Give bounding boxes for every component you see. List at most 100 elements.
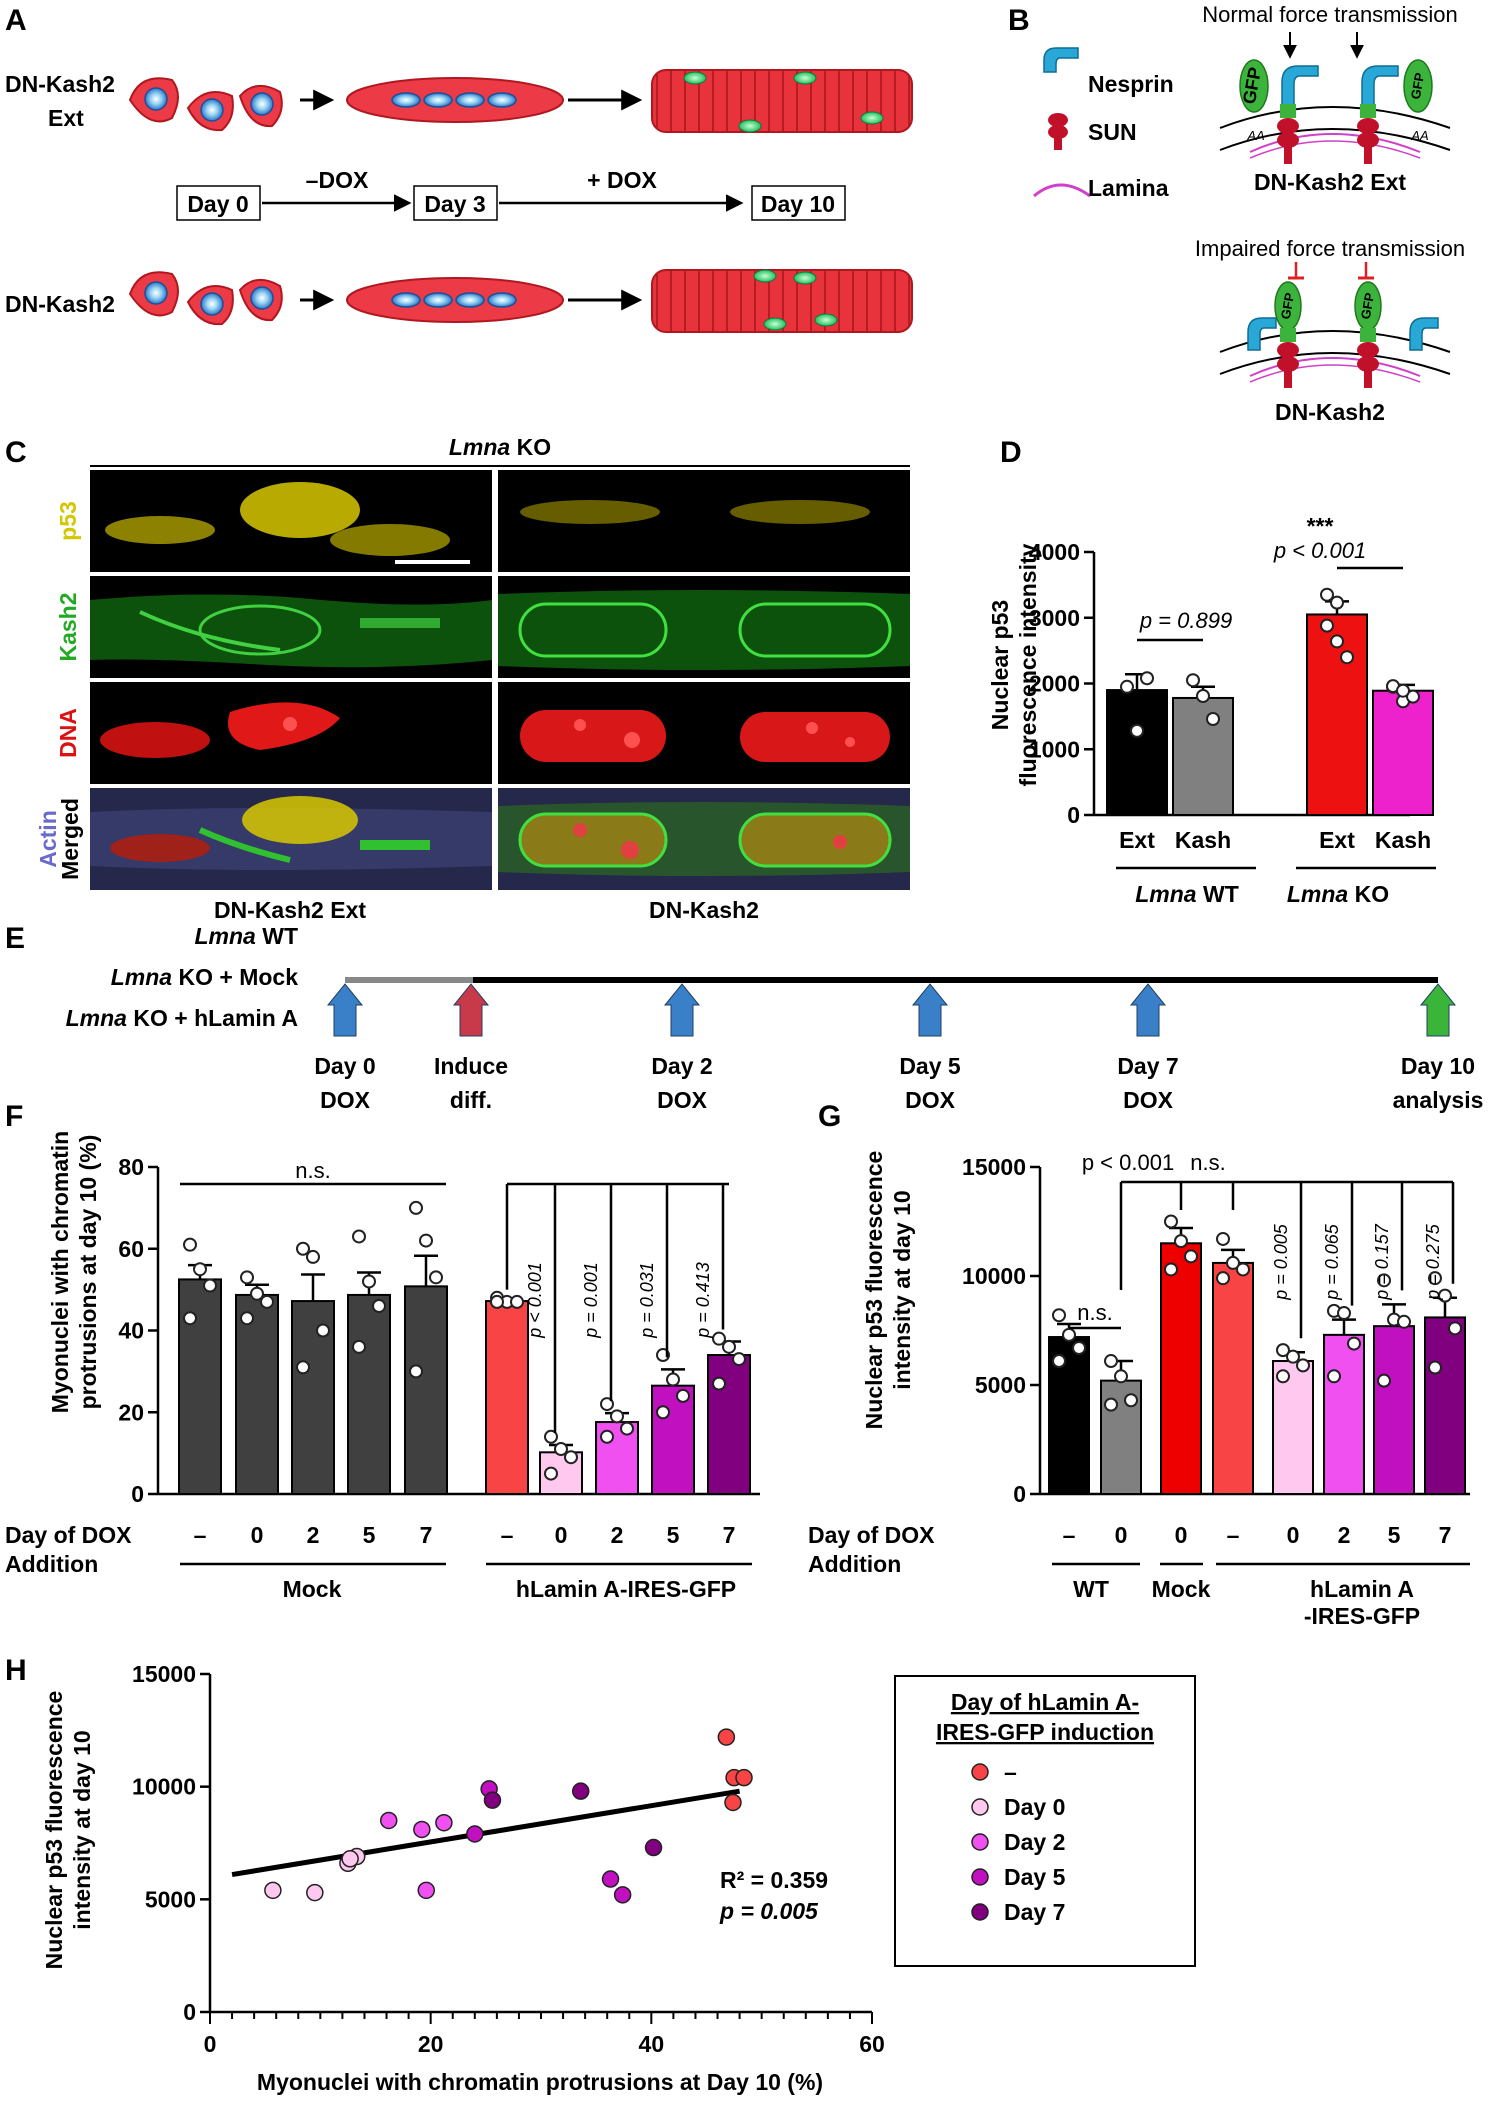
b-gfp-4: GFP [1358,291,1377,320]
g-pt-2-2 [1184,1249,1198,1264]
panel-d: D Nuclear p53 fluorescence intensity 0 10… [987,436,1436,907]
g-pt-4-0 [1276,1343,1290,1358]
f-ytick-label-2: 40 [118,1318,144,1344]
g-ns-left: n.s. [1077,1300,1112,1325]
b-legend-lamina: Lamina [1088,175,1169,201]
g-bar-7 [1424,1316,1466,1496]
d-bar-1 [1172,696,1234,817]
h-legend-label-3: Day 5 [1004,1864,1066,1890]
g-cat-6: 5 [1388,1522,1401,1548]
h-point-2-1 [435,1813,453,1832]
h-legend-label-0: – [1004,1759,1017,1785]
d-ylabel-2: fluorescence intensity [1015,543,1041,786]
h-xtick-label-1: 20 [418,2031,444,2057]
g-p-top: p < 0.001 [1082,1150,1174,1175]
g-pt-1-3 [1104,1397,1118,1412]
d-p-ns: p = 0.899 [1139,608,1232,633]
f-ytick-label-3: 60 [118,1236,144,1262]
g-pt-3-0 [1216,1231,1230,1246]
f-pt-8-3 [656,1405,670,1420]
panel-g: G Nuclear p53 fluorescence intensity at … [808,1100,1470,1629]
d-group-wt: Lmna WT [1135,881,1239,907]
g-pt-3-3 [1216,1271,1230,1286]
h-legend-items: – Day 0 Day 2 Day 5 Day 7 [971,1759,1066,1925]
f-pt-3-1 [362,1274,376,1289]
c-row-kash2: Kash2 [55,592,81,661]
e-arrow-label2-3: DOX [905,1087,956,1113]
d-ytick-label-4: 4000 [1029,539,1080,565]
e-arrow-label1-5: Day 10 [1401,1053,1475,1079]
panel-h-letter: H [5,1654,27,1687]
f-pt-0-3 [183,1311,197,1326]
g-pt-2-1 [1174,1234,1188,1249]
a-day3: Day 3 [424,191,485,217]
f-pt-7-3 [600,1429,614,1444]
h-point-0-3 [724,1793,742,1812]
e-group-mock: Lmna KO + Mock [111,964,298,990]
g-pt-6-0 [1377,1273,1391,1288]
f-group-mock: Mock [283,1576,342,1602]
f-cat-3: 5 [363,1522,376,1548]
g-pt-0-2 [1072,1340,1086,1355]
lamina-icon [1033,183,1091,198]
h-fit-line [231,1788,741,1878]
f-pt-3-3 [352,1339,366,1354]
d-cat-0: Ext [1119,827,1155,853]
g-pt-2-3 [1164,1262,1178,1277]
panel-f: F Myonuclei with chromatin protrusions a… [5,1100,760,1602]
d-pt-2-4 [1330,595,1344,610]
panel-b: B Normal force transmission Nesprin SUN … [1008,2,1465,425]
b-bottom-diagram: GFP GFP [1219,262,1451,388]
g-pt-5-1 [1337,1306,1351,1321]
f-pval-1: p = 0.001 [581,1262,601,1339]
g-pt-3-1 [1226,1255,1240,1270]
c-micrographs-right [498,470,910,890]
f-pt-6-3 [544,1466,558,1481]
g-pt-5-3 [1327,1369,1341,1384]
d-pt-1-0 [1186,673,1200,688]
g-pt-7-2 [1448,1321,1462,1336]
g-pval-0: p = 0.005 [1271,1223,1291,1301]
g-group-mock: Mock [1152,1576,1211,1602]
a-minus-dox: –DOX [306,167,369,193]
d-pt-1-1 [1196,688,1210,703]
b-aa-1: AA [1246,128,1264,143]
g-pt-3-2 [1236,1262,1250,1277]
b-gfp-3: GFP [1278,291,1297,320]
f-pt-9-1 [722,1339,736,1354]
h-point-2-2 [417,1881,436,1900]
panel-e-letter: E [5,922,25,955]
e-arrows: Day 0 DOX Induce diff. Day 2 DOX Day 5 DOX Day 7… [314,983,1483,1113]
g-pval-2: p = 0.157 [1372,1223,1392,1301]
g-pt-6-2 [1397,1314,1411,1329]
panel-g-letter: G [818,1100,841,1133]
b-top-caption: DN-Kash2 Ext [1254,169,1406,195]
g-pt-7-1 [1438,1288,1452,1303]
h-legend-marker-1 [971,1798,989,1816]
d-pt-0-1 [1130,723,1144,738]
panel-c-letter: C [5,436,27,469]
f-ns-label: n.s. [295,1158,330,1183]
h-point-4-0 [483,1791,502,1809]
b-top-diagram: GFP AA GFP AA [1219,32,1451,164]
g-bar-2 [1160,1242,1202,1496]
c-left-caption: DN-Kash2 Ext [214,897,366,923]
panel-c: C Lmna KO [5,434,910,923]
h-point-2-3 [413,1820,431,1839]
h-xlabel: Myonuclei with chromatin protrusions at … [257,2069,823,2095]
h-legend: Day of hLamin A- IRES-GFP induction – Day… [894,1675,1196,1967]
h-point-1-4 [341,1850,359,1868]
h-ylabel-2: intensity at day 10 [69,1730,95,1929]
a-timeline: Day 0 –DOX Day 3 + DOX Day 10 [176,167,846,221]
h-r2: R² = 0.359 [720,1867,828,1893]
b-gfp-2: GFP [1408,71,1427,100]
f-pt-1-3 [240,1311,254,1326]
a-myofiber-row2 [651,269,913,333]
g-ytick-label-0: 0 [1013,1481,1026,1507]
panel-e: E Lmna WT Lmna KO + Mock Lmna KO + hLami… [5,922,1483,1113]
f-pt-9-2 [732,1352,746,1367]
nesprin-icon [1043,47,1079,73]
h-chart: 0 5000 10000 15000 0 20 40 60 [132,1661,885,2057]
panel-a-letter: A [5,4,27,37]
